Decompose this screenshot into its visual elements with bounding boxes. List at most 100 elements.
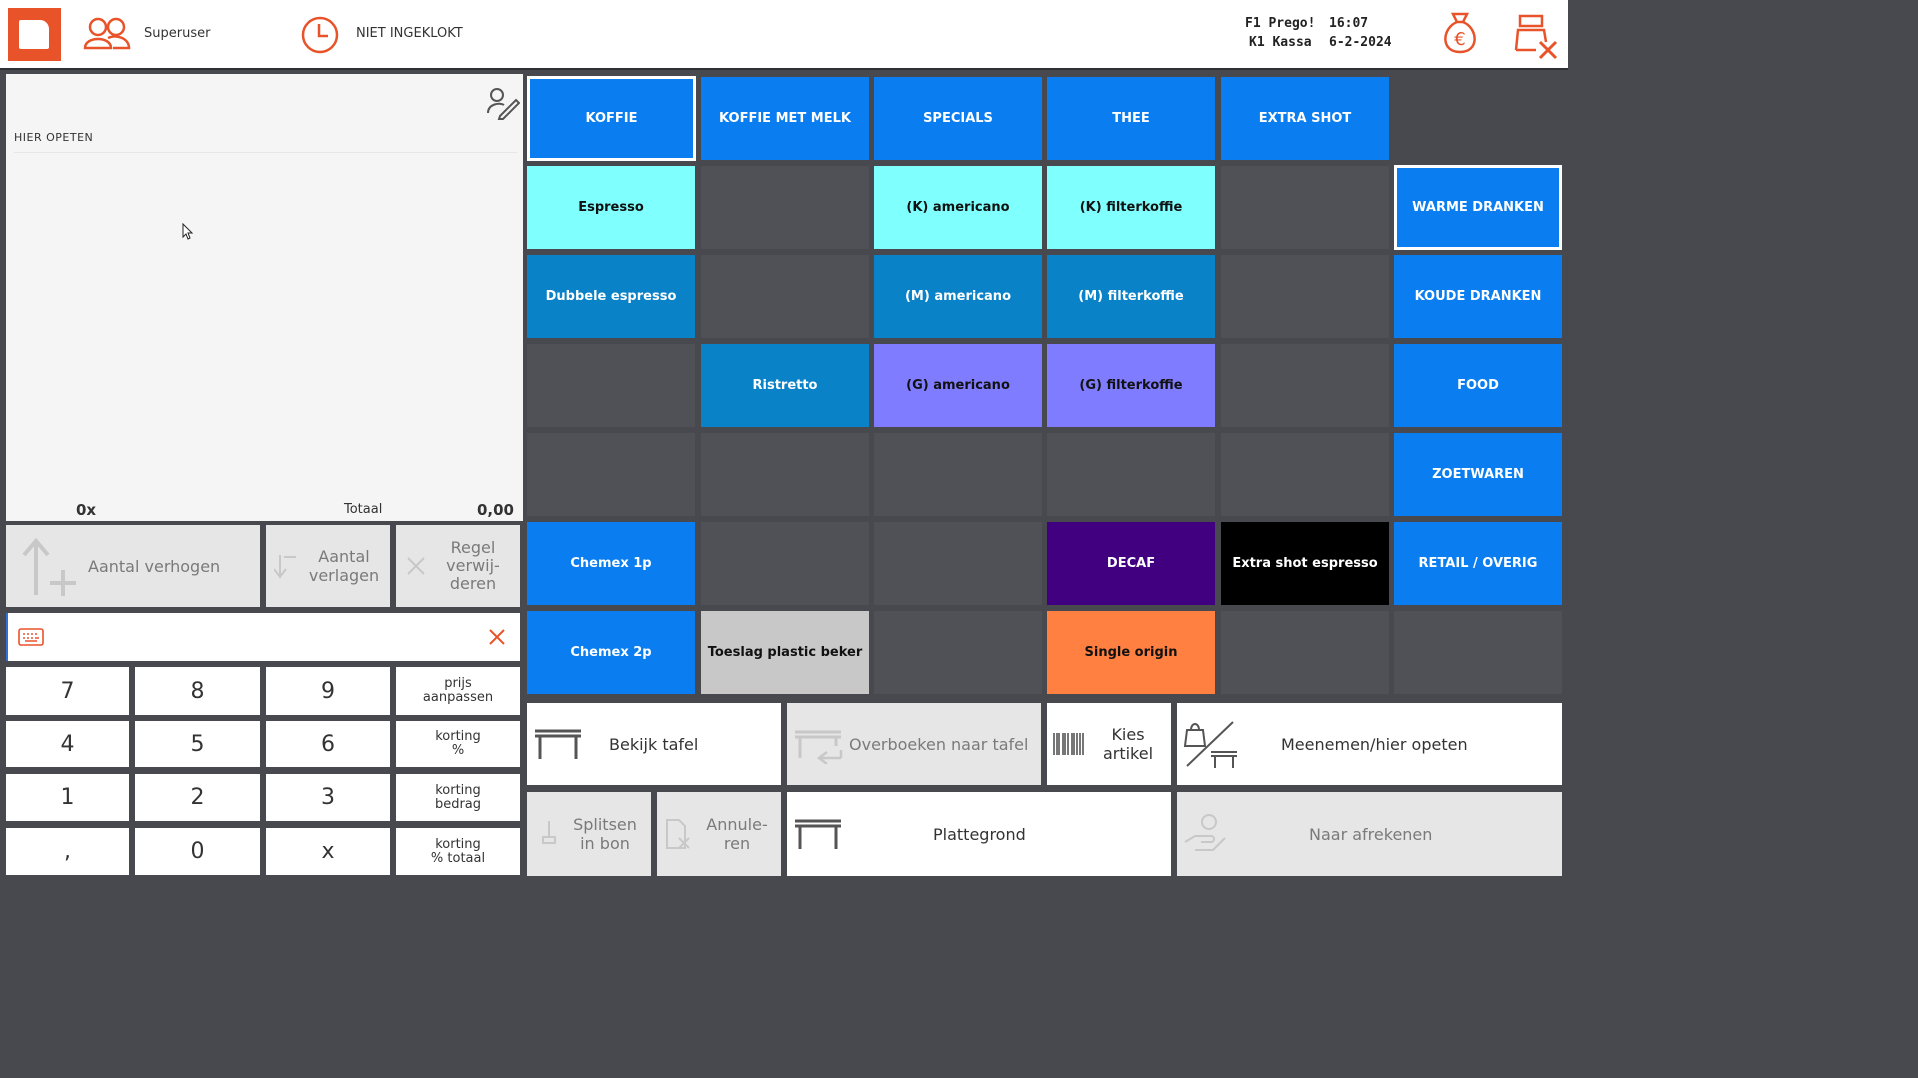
empty-slot <box>1221 255 1389 338</box>
empty-slot <box>527 433 695 516</box>
empty-slot <box>1221 344 1389 427</box>
product-k-americano[interactable]: (K) americano <box>874 166 1042 249</box>
transfer-to-table-button[interactable]: Overboeken naar tafel <box>787 703 1041 785</box>
product-g-filterkoffie[interactable]: (G) filterkoffie <box>1047 344 1215 427</box>
product-m-americano[interactable]: (M) americano <box>874 255 1042 338</box>
empty-slot <box>874 611 1042 694</box>
remove-label-1: Regel <box>450 538 496 557</box>
remove-x-icon <box>406 556 426 576</box>
svg-text:€: € <box>1454 29 1465 50</box>
amount-input-field[interactable] <box>6 613 520 661</box>
discount-percent-label-1: korting <box>435 729 481 744</box>
discount-percent-key[interactable]: korting % <box>396 721 520 767</box>
view-table-label: Bekijk tafel <box>609 734 699 754</box>
tab-extra-shot[interactable]: EXTRA SHOT <box>1221 77 1389 160</box>
cancel-button[interactable]: Annule- ren <box>657 792 781 876</box>
product-toeslag-plastic-beker[interactable]: Toeslag plastic beker <box>701 611 869 694</box>
increase-quantity-button[interactable]: Aantal verhogen <box>6 525 260 607</box>
empty-slot <box>701 166 869 249</box>
view-table-button[interactable]: Bekijk tafel <box>527 703 781 785</box>
empty-slot <box>1047 433 1215 516</box>
product-k-filterkoffie[interactable]: (K) filterkoffie <box>1047 166 1215 249</box>
split-bill-button[interactable]: Splitsen in bon <box>527 792 651 876</box>
barcode-icon <box>1053 733 1085 755</box>
category-retail-overig[interactable]: RETAIL / OVERIG <box>1394 522 1562 605</box>
key-5[interactable]: 5 <box>135 721 260 767</box>
remove-label-3: deren <box>449 574 497 593</box>
floor-plan-button[interactable]: Plattegrond <box>787 792 1171 876</box>
tab-koffie[interactable]: KOFFIE <box>527 76 696 161</box>
key-2[interactable]: 2 <box>135 774 260 821</box>
increase-quantity-label: Aantal verhogen <box>88 556 221 576</box>
key-7[interactable]: 7 <box>6 667 129 715</box>
tab-thee[interactable]: THEE <box>1047 77 1215 160</box>
key-6[interactable]: 6 <box>266 721 390 767</box>
product-chemex-2p[interactable]: Chemex 2p <box>527 611 695 694</box>
product-m-filterkoffie[interactable]: (M) filterkoffie <box>1047 255 1215 338</box>
current-time: 16:07 <box>1329 16 1369 31</box>
product-g-americano[interactable]: (G) americano <box>874 344 1042 427</box>
empty-slot <box>1221 166 1389 249</box>
category-warme-dranken[interactable]: WARME DRANKEN <box>1394 165 1562 250</box>
key-8[interactable]: 8 <box>135 667 260 715</box>
category-food[interactable]: FOOD <box>1394 344 1562 427</box>
key-9[interactable]: 9 <box>266 667 390 715</box>
mouse-cursor <box>182 223 194 241</box>
total-value: 0,00 <box>476 501 514 519</box>
empty-slot <box>701 255 869 338</box>
current-user[interactable]: Superuser <box>144 26 211 41</box>
takeaway-dine-in-label: Meenemen/hier opeten <box>1281 734 1468 754</box>
decrease-quantity-button[interactable]: Aantal verlagen <box>266 525 390 607</box>
choose-article-button[interactable]: Kies artikel <box>1047 703 1171 785</box>
down-arrow-icon <box>274 551 298 581</box>
empty-slot <box>701 433 869 516</box>
discount-total-label-1: korting <box>435 836 481 852</box>
product-chemex-1p[interactable]: Chemex 1p <box>527 522 695 605</box>
cancel-label-2: ren <box>723 834 751 853</box>
product-espresso[interactable]: Espresso <box>527 166 695 249</box>
key-multiply[interactable]: x <box>266 828 390 875</box>
tab-koffie-met-melk[interactable]: KOFFIE MET MELK <box>701 77 869 160</box>
adjust-price-key[interactable]: prijs aanpassen <box>396 667 520 715</box>
key-0[interactable]: 0 <box>135 828 260 875</box>
product-single-origin[interactable]: Single origin <box>1047 611 1215 694</box>
split-icon <box>539 819 559 849</box>
keyboard-icon[interactable] <box>18 628 44 646</box>
cancel-label-1: Annule- <box>706 815 768 834</box>
pay-icon <box>1183 812 1227 856</box>
users-icon[interactable] <box>82 16 132 52</box>
register-close-icon[interactable] <box>1512 12 1562 62</box>
key-3[interactable]: 3 <box>266 774 390 821</box>
remove-line-button[interactable]: Regel verwij- deren <box>396 525 520 607</box>
order-panel[interactable]: HIER OPETEN 0x Totaal 0,00 <box>6 74 523 521</box>
key-4[interactable]: 4 <box>6 721 129 767</box>
signature-icon[interactable] <box>486 86 520 120</box>
clock-icon[interactable] <box>300 15 340 55</box>
order-location-label: HIER OPETEN <box>14 131 94 144</box>
discount-amount-key[interactable]: korting bedrag <box>396 774 520 821</box>
tab-specials[interactable]: SPECIALS <box>874 77 1042 160</box>
product-extra-shot-espresso[interactable]: Extra shot espresso <box>1221 522 1389 605</box>
key-comma[interactable]: , <box>6 828 129 875</box>
category-koude-dranken[interactable]: KOUDE DRANKEN <box>1394 255 1562 338</box>
divider <box>14 152 517 153</box>
discount-total-label-2: % totaal <box>430 850 486 866</box>
product-ristretto[interactable]: Ristretto <box>701 344 869 427</box>
checkout-button[interactable]: Naar afrekenen <box>1177 792 1562 876</box>
split-bill-label-1: Splitsen <box>573 815 637 834</box>
clock-status[interactable]: NIET INGEKLOKT <box>356 26 463 41</box>
table-icon <box>533 727 583 761</box>
product-decaf[interactable]: DECAF <box>1047 522 1215 605</box>
key-1[interactable]: 1 <box>6 774 129 821</box>
category-zoetwaren[interactable]: ZOETWAREN <box>1394 433 1562 516</box>
checkout-label: Naar afrekenen <box>1309 824 1433 844</box>
terminal-name: F1 Prego! <box>1245 16 1316 31</box>
remove-label-2: verwij- <box>446 556 500 575</box>
product-dubbele-espresso[interactable]: Dubbele espresso <box>527 255 695 338</box>
decrease-label-1: Aantal <box>318 547 370 566</box>
clear-icon[interactable] <box>488 628 506 646</box>
money-bag-icon[interactable]: € <box>1438 10 1482 56</box>
takeaway-dine-in-button[interactable]: Meenemen/hier opeten <box>1177 703 1562 785</box>
discount-total-key[interactable]: korting % totaal <box>396 828 520 875</box>
app-logo-icon[interactable] <box>8 8 61 61</box>
